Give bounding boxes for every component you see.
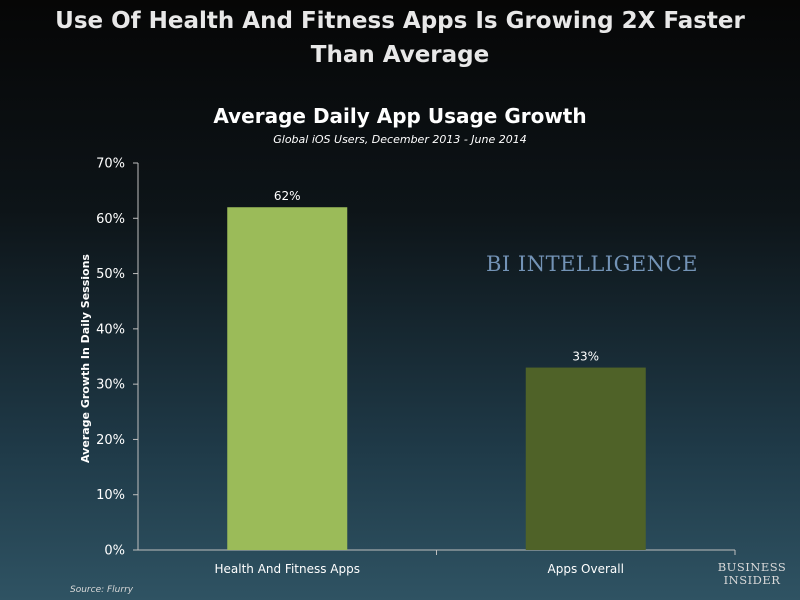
bi-intelligence-watermark: BI INTELLIGENCE bbox=[486, 252, 698, 276]
y-tick-label: 40% bbox=[96, 322, 125, 337]
y-tick-label: 20% bbox=[96, 433, 125, 448]
chart-subtitle: Global iOS Users, December 2013 - June 2… bbox=[273, 133, 527, 146]
headline-line-2: Than Average bbox=[310, 42, 490, 68]
brand-line-1: BUSINESS bbox=[717, 560, 787, 574]
headline: Use Of Health And Fitness Apps Is Growin… bbox=[0, 4, 800, 72]
source-note: Source: Flurry bbox=[70, 585, 134, 595]
y-tick-label: 60% bbox=[96, 212, 125, 227]
y-tick-label: 10% bbox=[96, 488, 125, 503]
business-insider-logo: BUSINESS INSIDER bbox=[712, 561, 792, 587]
y-tick-label: 50% bbox=[96, 267, 125, 282]
bar-data-label: 62% bbox=[274, 189, 301, 203]
y-axis-title: Average Growth In Daily Sessions bbox=[79, 254, 92, 463]
brand-line-2: INSIDER bbox=[723, 573, 781, 587]
bar bbox=[525, 367, 646, 550]
chart-title: Average Daily App Usage Growth bbox=[213, 104, 587, 128]
headline-line-1: Use Of Health And Fitness Apps Is Growin… bbox=[55, 8, 745, 34]
y-tick-label: 30% bbox=[96, 378, 125, 393]
y-tick-label: 70% bbox=[96, 157, 125, 172]
y-tick-label: 0% bbox=[104, 544, 125, 559]
bar bbox=[227, 207, 348, 550]
x-category-label: Apps Overall bbox=[548, 562, 624, 576]
bar-data-label: 33% bbox=[572, 350, 599, 364]
x-category-label: Health And Fitness Apps bbox=[214, 562, 360, 576]
